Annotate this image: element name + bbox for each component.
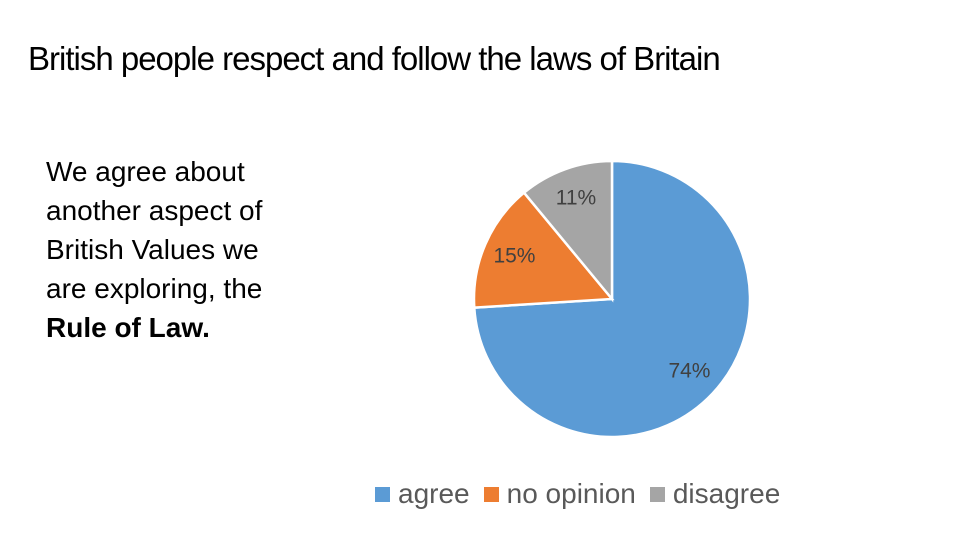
slide-title: British people respect and follow the la… — [28, 40, 721, 77]
pie-slice — [472, 190, 615, 309]
legend-item: disagree — [649, 478, 781, 510]
legend-swatch — [649, 486, 665, 502]
body-text: We agree about another aspect of British… — [46, 156, 263, 304]
legend-swatch — [483, 486, 499, 502]
legend-label: agree — [398, 478, 470, 509]
legend-label: disagree — [672, 478, 781, 509]
data-label: 15% — [493, 244, 535, 267]
body-emphasis: Rule of Law. — [46, 312, 210, 343]
legend: agree no opinion disagree — [375, 478, 794, 510]
data-label: 74% — [668, 359, 710, 382]
legend-swatch — [375, 486, 390, 502]
data-label: 11% — [556, 187, 596, 210]
body-text: We agree about another aspect of British… — [46, 152, 296, 347]
legend-label: no opinion — [506, 478, 636, 509]
pie-slice — [522, 159, 614, 303]
legend-item: no opinion — [483, 478, 636, 510]
legend-item: agree — [375, 478, 470, 510]
